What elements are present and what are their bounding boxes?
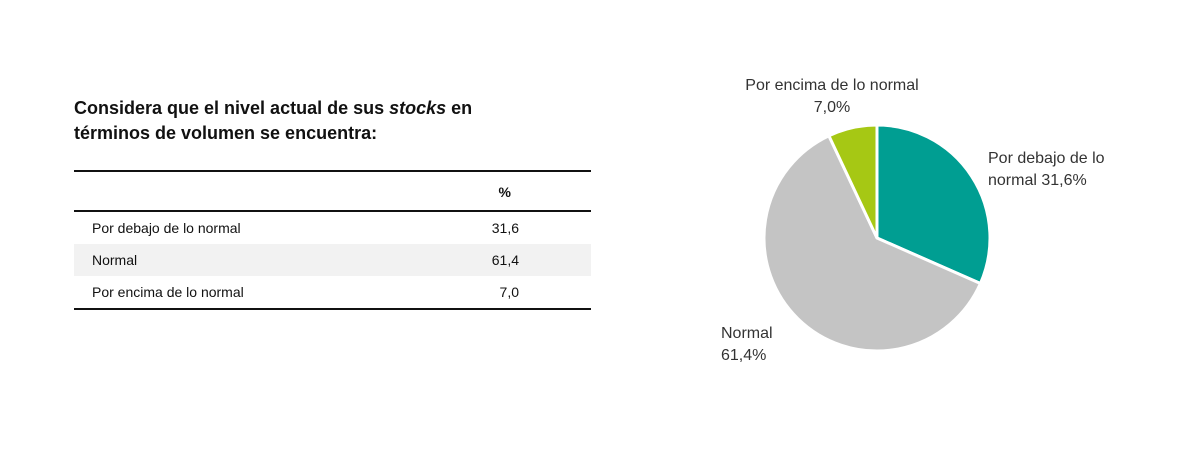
table-row: Normal 61,4 — [74, 244, 591, 276]
question-text-part2: en — [446, 98, 473, 118]
pie-slice — [827, 123, 879, 240]
question-text-line2: términos de volumen se encuentra: — [74, 123, 378, 143]
table-header-percent: % — [498, 184, 511, 200]
table-row-value: 7,0 — [499, 284, 519, 300]
table-header-rule — [74, 210, 591, 212]
table-row: Por debajo de lo normal 31,6 — [74, 212, 591, 244]
question-text-italic: stocks — [389, 98, 447, 118]
pie-slice — [762, 134, 982, 353]
question-text-part1: Considera que el nivel actual de sus — [74, 98, 390, 118]
results-table: % Por debajo de lo normal 31,6 Normal 61… — [74, 170, 591, 310]
pie-slice-label: Por debajo de lo normal 31,6% — [988, 150, 1105, 189]
pie-slice-label: Por encima de lo normal 7,0% — [745, 77, 918, 116]
table-row-value: 31,6 — [491, 220, 519, 236]
pie-slice-label: Normal 61,4% — [721, 325, 773, 364]
table-row-label: Por encima de lo normal — [92, 284, 244, 300]
table-row-value: 61,4 — [491, 252, 519, 268]
pie-slice — [875, 123, 992, 286]
table-row: Por encima de lo normal 7,0 — [74, 276, 591, 308]
pie-chart: Por debajo de lo normal 31,6% Normal 61,4% P… — [721, 77, 1105, 364]
table-row-label: Normal — [92, 252, 138, 268]
question-title: Considera que el nivel actual de sus sto… — [74, 96, 594, 146]
table-header-row: % — [74, 172, 591, 210]
table-row-label: Por debajo de lo normal — [92, 220, 241, 236]
table-bottom-rule — [74, 308, 591, 310]
table-top-rule — [74, 170, 591, 172]
